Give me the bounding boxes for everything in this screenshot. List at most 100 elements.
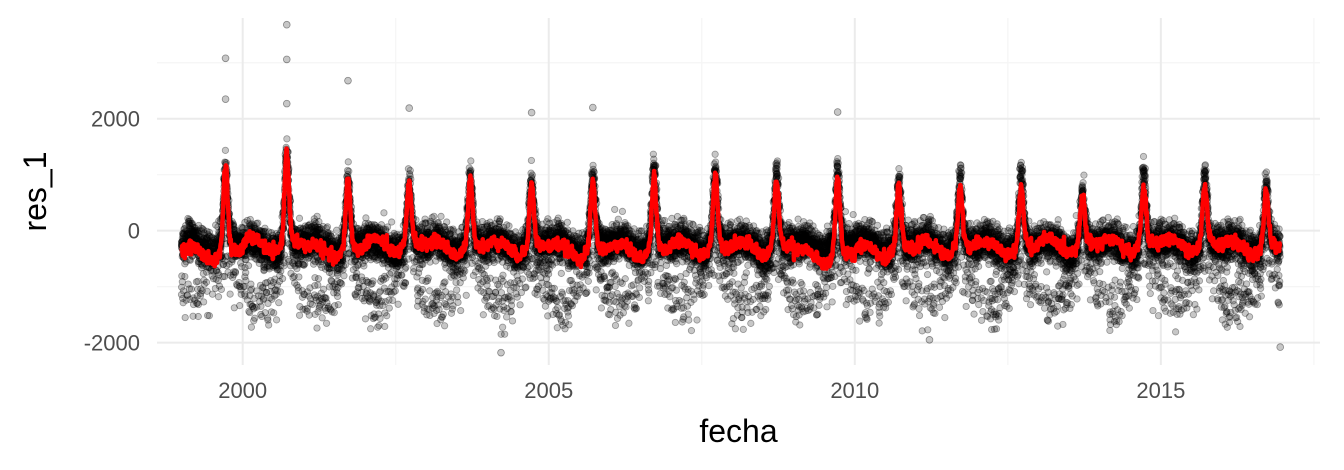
data-point [531, 273, 539, 281]
data-point [183, 227, 191, 235]
data-point [499, 323, 507, 331]
data-point [314, 275, 323, 283]
data-point [183, 231, 191, 239]
data-point [231, 269, 240, 277]
data-point [424, 274, 432, 282]
data-point [179, 230, 187, 238]
data-point [398, 271, 406, 279]
data-point [226, 290, 234, 298]
data-point [179, 294, 187, 303]
data-point [376, 314, 384, 323]
data-point [507, 307, 515, 315]
data-point [184, 214, 192, 223]
data-point [265, 321, 273, 329]
data-point [318, 314, 326, 322]
data-point [441, 322, 449, 330]
data-point [313, 324, 321, 332]
data-point [244, 262, 253, 270]
data-point [181, 260, 189, 268]
data-point [394, 300, 402, 308]
data-point [344, 158, 352, 166]
data-point [236, 302, 244, 310]
data-point [518, 275, 527, 283]
data-point [369, 277, 377, 285]
data-point [388, 218, 396, 226]
points-layer [177, 20, 1285, 357]
data-point [501, 330, 509, 338]
data-point [181, 272, 189, 281]
data-point [183, 229, 191, 238]
data-point [361, 315, 370, 323]
data-point [522, 283, 530, 291]
data-point [205, 312, 213, 320]
data-point [180, 230, 188, 238]
data-point [181, 232, 189, 240]
data-point [443, 218, 451, 226]
data-point [479, 311, 487, 319]
data-point [247, 323, 256, 331]
data-point [200, 298, 208, 306]
data-point [338, 280, 346, 288]
data-point [182, 296, 190, 304]
data-point [437, 212, 445, 220]
data-point [426, 258, 434, 266]
data-point [301, 260, 309, 268]
data-point [402, 263, 410, 271]
data-point [406, 166, 414, 175]
data-point [179, 231, 187, 239]
data-point [442, 303, 451, 311]
data-point [462, 291, 470, 299]
data-point [341, 261, 349, 269]
data-point [383, 312, 391, 320]
data-point [178, 272, 186, 280]
data-point [467, 157, 475, 165]
data-point [272, 316, 281, 324]
data-point [295, 311, 304, 319]
data-point [183, 230, 191, 239]
data-point [214, 293, 223, 301]
data-point [178, 283, 186, 291]
data-point [283, 135, 291, 143]
data-point [251, 314, 259, 322]
data-point [314, 281, 322, 289]
data-point [270, 309, 278, 317]
data-point [187, 285, 195, 293]
data-point [182, 221, 190, 230]
data-point [459, 274, 467, 282]
data-point [419, 285, 427, 294]
data-point [179, 232, 187, 240]
data-point [182, 226, 190, 234]
data-point [528, 171, 536, 179]
data-point [508, 317, 517, 325]
data-point [194, 277, 202, 285]
data-point [183, 291, 191, 299]
data-point [457, 306, 465, 315]
data-point [217, 285, 225, 293]
data-point [345, 167, 353, 175]
data-point [257, 302, 265, 310]
data-point [381, 322, 389, 331]
data-point [401, 279, 410, 287]
data-point [179, 299, 187, 307]
data-point [295, 273, 303, 281]
data-point [254, 219, 262, 227]
data-point [453, 286, 461, 294]
data-point [525, 262, 533, 270]
data-point [340, 272, 348, 280]
data-point [505, 222, 513, 230]
data-point [493, 312, 501, 321]
data-point [430, 212, 438, 220]
data-point [319, 285, 328, 293]
data-point [183, 291, 191, 299]
data-point [221, 146, 230, 154]
data-point [516, 301, 524, 309]
data-point [183, 230, 191, 238]
data-point [454, 298, 462, 306]
data-point [334, 301, 342, 309]
data-point [441, 278, 449, 286]
data-point [179, 287, 188, 295]
data-point [461, 267, 469, 275]
data-point [180, 229, 189, 237]
data-point [295, 214, 304, 222]
